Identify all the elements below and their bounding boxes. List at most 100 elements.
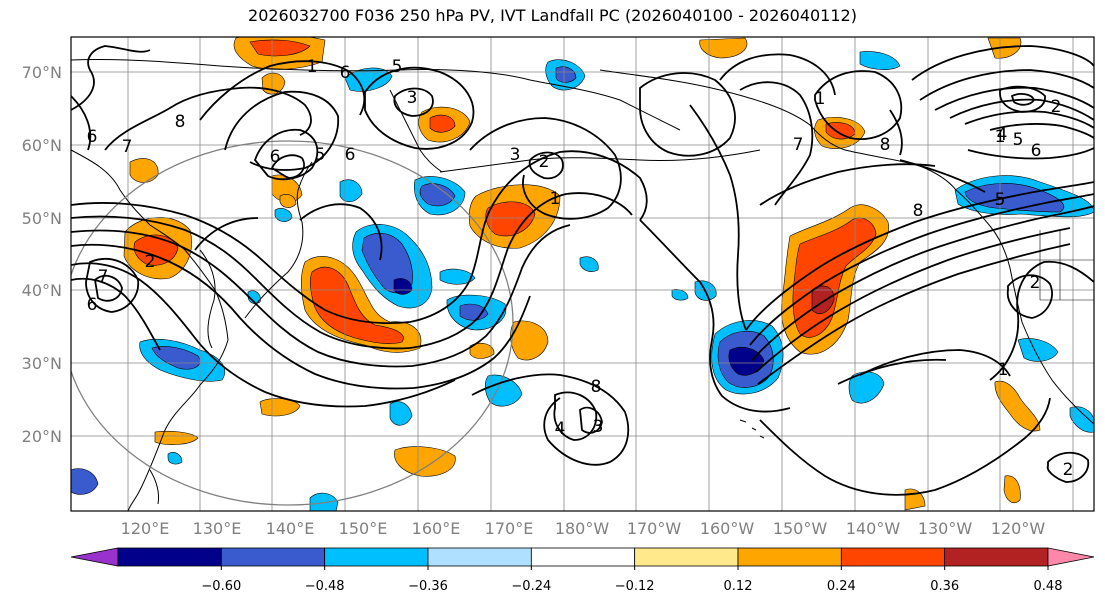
anomaly-region xyxy=(151,346,201,370)
map-frame xyxy=(70,36,1095,512)
contour-line xyxy=(299,203,383,261)
lon-label: 150°E xyxy=(339,519,388,538)
contour-line xyxy=(199,60,366,121)
contour-label: 2 xyxy=(1030,273,1041,293)
anomaly-region xyxy=(555,66,577,83)
contour-label: 1 xyxy=(995,127,1006,147)
contour-label: 5 xyxy=(995,190,1006,210)
contour-line xyxy=(759,163,936,206)
colorbar-segment xyxy=(324,547,429,567)
lon-label: 160°W xyxy=(700,519,755,538)
anomaly-region xyxy=(394,446,456,477)
anomaly-region xyxy=(484,374,523,407)
anomaly-region xyxy=(994,380,1041,432)
contour-label: 5 xyxy=(1013,130,1024,150)
contour-label: 7 xyxy=(793,135,804,155)
anomaly-region xyxy=(361,232,413,294)
state-borders xyxy=(1010,230,1094,301)
contour-label: 4 xyxy=(997,125,1008,145)
colorbar-tick-label: −0.60 xyxy=(201,579,241,594)
contour-label: 6 xyxy=(1031,141,1042,161)
longitude-labels: 120°E 130°E 140°E 150°E 160°E 170°E 180°W 170°W… xyxy=(121,519,1046,538)
coastline-siberia xyxy=(71,58,681,131)
contour-label: 4 xyxy=(555,419,566,439)
anomaly-region xyxy=(309,266,404,344)
colorbar-tick-label: −0.24 xyxy=(511,579,551,594)
contour-line xyxy=(94,274,123,302)
anomaly-region xyxy=(510,320,549,361)
contour-line xyxy=(194,217,259,251)
colorbar-tick-label: 0.24 xyxy=(827,579,856,594)
contour-line xyxy=(71,192,633,350)
lon-label: 170°E xyxy=(485,519,534,538)
contour-line xyxy=(471,373,630,466)
contour-line xyxy=(964,110,1094,129)
lat-label: 30°N xyxy=(22,354,62,373)
contour-label: 6 xyxy=(87,127,98,147)
contour-line xyxy=(989,123,1094,139)
contour-line xyxy=(739,81,814,206)
contour-line xyxy=(1010,93,1035,106)
contour-label: 7 xyxy=(98,267,109,287)
anomaly-region xyxy=(247,290,261,304)
contour-line xyxy=(104,86,312,151)
coastline-japan xyxy=(244,161,313,319)
contour-line xyxy=(759,397,1051,496)
anomaly-region xyxy=(811,285,835,314)
anomaly-region xyxy=(71,468,99,495)
lon-label: 150°W xyxy=(773,519,828,538)
anomaly-region xyxy=(419,183,456,207)
contour-label: 3 xyxy=(510,145,521,165)
contour-line xyxy=(751,205,1094,361)
contour-line xyxy=(85,258,140,313)
anomaly-region xyxy=(133,234,179,266)
map-panel xyxy=(71,37,1094,511)
contour-line xyxy=(639,219,791,413)
anomaly-region xyxy=(1003,475,1021,503)
lon-label: 130°E xyxy=(193,519,242,538)
anomaly-region xyxy=(579,256,599,272)
contour-line xyxy=(967,147,1094,160)
contour-line xyxy=(745,181,1094,331)
lat-label: 70°N xyxy=(22,63,62,82)
contour-line xyxy=(393,87,434,117)
colorbar-tick-label: −0.12 xyxy=(615,579,655,594)
contour-label: 1 xyxy=(998,360,1009,380)
anomaly-region xyxy=(459,303,489,321)
anomaly-region xyxy=(129,158,159,183)
contour-line xyxy=(71,277,161,351)
coastline-philippines xyxy=(149,469,159,505)
contour-label: 2 xyxy=(1063,460,1074,480)
contour-label: 1 xyxy=(307,57,318,77)
colorbar xyxy=(70,547,1095,567)
coastline-asia xyxy=(71,149,229,511)
contour-label: 2 xyxy=(1051,97,1062,117)
contour-line xyxy=(71,224,571,368)
colorbar-tick-label: −0.36 xyxy=(408,579,448,594)
contour-label: 6 xyxy=(345,145,356,165)
contour-label: 3 xyxy=(407,88,418,108)
contour-label: 2 xyxy=(539,152,550,172)
coastlines xyxy=(71,58,1094,511)
colorbar-segment xyxy=(427,547,532,567)
contour-label: 8 xyxy=(591,377,602,397)
contour-line xyxy=(469,117,622,220)
anomaly-region xyxy=(249,39,311,57)
anomaly-region xyxy=(339,179,363,203)
colorbar-segment xyxy=(737,547,842,567)
colorbar-segment xyxy=(634,547,739,567)
anomaly-region xyxy=(469,342,495,359)
lat-label: 50°N xyxy=(22,209,62,228)
contour-label: 5 xyxy=(392,57,403,77)
colorbar-extend-high xyxy=(1047,547,1095,567)
contour-label: 3 xyxy=(593,417,604,437)
anomaly-region xyxy=(429,114,456,133)
contour-line xyxy=(71,150,648,324)
contour-label: 8 xyxy=(913,201,924,221)
contour-line xyxy=(71,243,531,390)
lat-label: 20°N xyxy=(22,427,62,446)
lon-label: 120°E xyxy=(121,519,170,538)
contour-line xyxy=(1046,451,1090,483)
